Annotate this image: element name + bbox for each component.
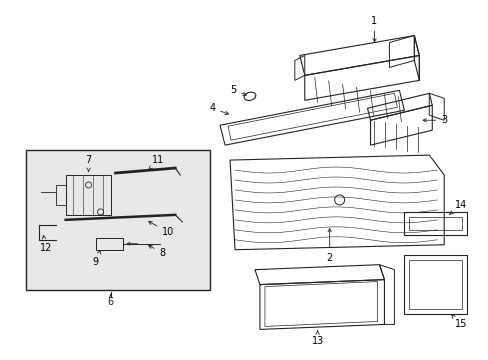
Bar (26, 150, 210, 289)
Text: 9: 9 (92, 251, 100, 267)
Bar (95, 238, 123, 250)
Text: 8: 8 (148, 246, 165, 258)
Text: 4: 4 (209, 103, 228, 114)
Text: 15: 15 (450, 315, 467, 329)
Text: 6: 6 (107, 297, 113, 306)
Text: 3: 3 (422, 115, 447, 125)
Text: 13: 13 (311, 331, 323, 346)
Text: 1: 1 (371, 15, 377, 42)
Text: 5: 5 (229, 85, 246, 95)
Text: 10: 10 (148, 221, 174, 237)
Text: 14: 14 (449, 200, 467, 214)
Text: 11: 11 (148, 155, 164, 170)
Text: 7: 7 (85, 155, 92, 171)
Text: 2: 2 (326, 229, 332, 263)
Text: 12: 12 (40, 235, 52, 253)
